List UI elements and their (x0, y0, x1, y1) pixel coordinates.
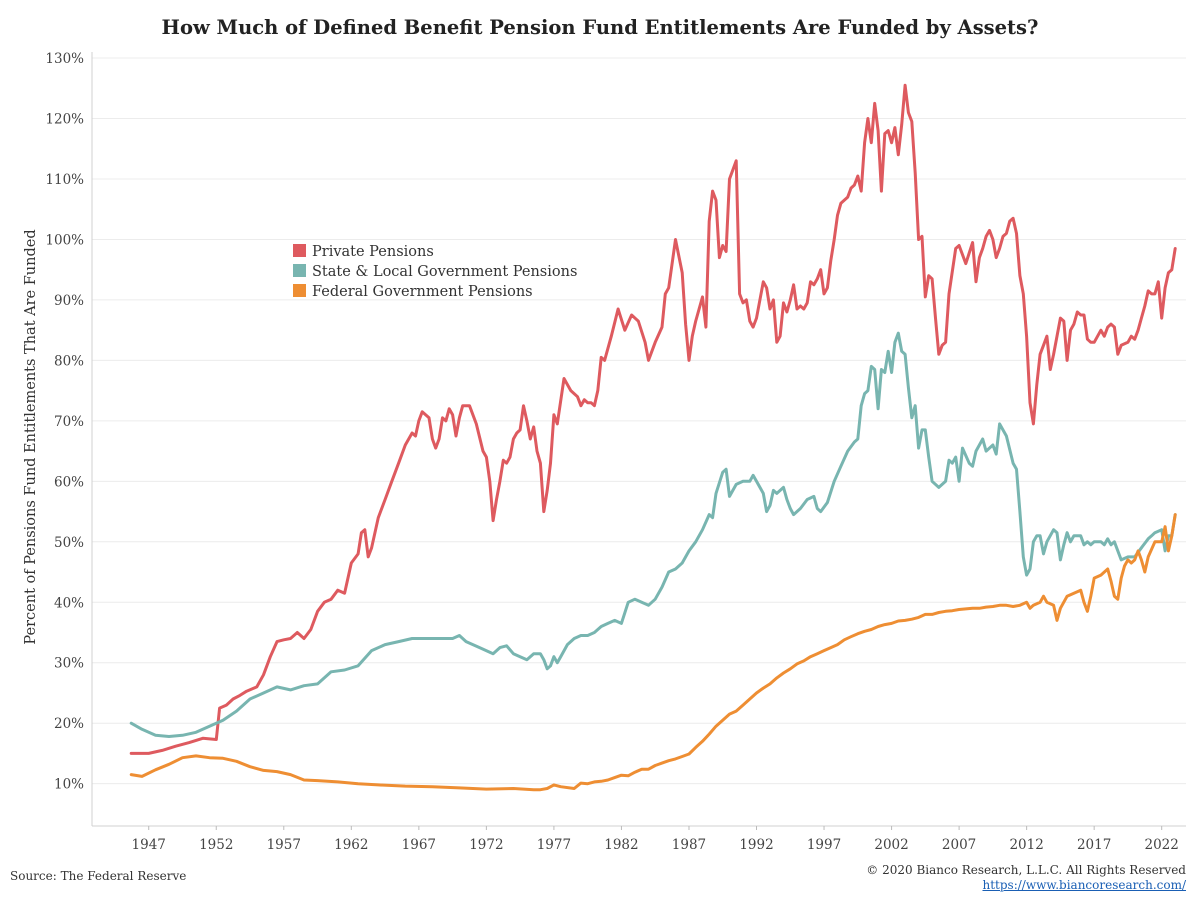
source-note: Source: The Federal Reserve (10, 869, 187, 883)
series-line-2 (129, 513, 1177, 792)
series-line-0 (129, 83, 1177, 755)
x-tick-label: 1952 (199, 837, 233, 853)
x-tick-label: 1997 (807, 837, 841, 853)
y-tick-label: 20% (54, 716, 84, 732)
x-tick-label: 2017 (1077, 837, 1111, 853)
x-tick-label: 1987 (672, 837, 706, 853)
legend-entry: State & Local Government Pensions (312, 264, 577, 280)
y-tick-label: 130% (45, 51, 84, 67)
x-tick-label: 2007 (942, 837, 976, 853)
x-tick-label: 1962 (334, 837, 368, 853)
y-tick-label: 70% (54, 414, 84, 430)
legend-swatch (293, 284, 306, 297)
y-tick-label: 110% (45, 172, 84, 188)
y-tick-label: 60% (54, 474, 84, 490)
x-tick-label: 1972 (469, 837, 503, 853)
x-tick-label: 1982 (604, 837, 638, 853)
x-tick-label: 2022 (1145, 837, 1179, 853)
series-line-1 (129, 331, 1177, 738)
x-tick-label: 2002 (874, 837, 908, 853)
legend: Private Pensions State & Local Government… (293, 244, 577, 300)
series-lines (129, 83, 1177, 792)
axes: 10% 20% 30% 40% 50% 60% 70% 80% 90% 100% 110% 120% 1… (45, 51, 1186, 853)
y-tick-label: 10% (54, 777, 84, 793)
y-tick-label: 80% (54, 353, 84, 369)
chart-title: How Much of Defined Benefit Pension Fund… (161, 16, 1039, 39)
legend-swatch (293, 244, 306, 257)
x-tick-label: 1957 (267, 837, 301, 853)
copyright-note: © 2020 Bianco Research, L.L.C. All Right… (866, 863, 1186, 877)
legend-swatch (293, 264, 306, 277)
y-tick-label: 120% (45, 112, 84, 128)
x-tick-label: 1947 (132, 837, 166, 853)
y-axis-label: Percent of Pensions Fund Entitlements Th… (23, 229, 39, 644)
y-tick-label: 50% (54, 535, 84, 551)
y-tick-label: 90% (54, 293, 84, 309)
legend-entry: Private Pensions (312, 244, 434, 260)
x-tick-label: 2012 (1009, 837, 1043, 853)
gridlines (92, 57, 1186, 785)
y-tick-label: 100% (45, 232, 84, 248)
y-tick-label: 30% (54, 656, 84, 672)
x-tick-label: 1992 (739, 837, 773, 853)
website-link[interactable]: https://www.biancoresearch.com/ (982, 878, 1186, 892)
x-tick-label: 1977 (537, 837, 571, 853)
legend-entry: Federal Government Pensions (312, 284, 533, 300)
x-tick-label: 1967 (402, 837, 436, 853)
y-tick-label: 40% (54, 595, 84, 611)
